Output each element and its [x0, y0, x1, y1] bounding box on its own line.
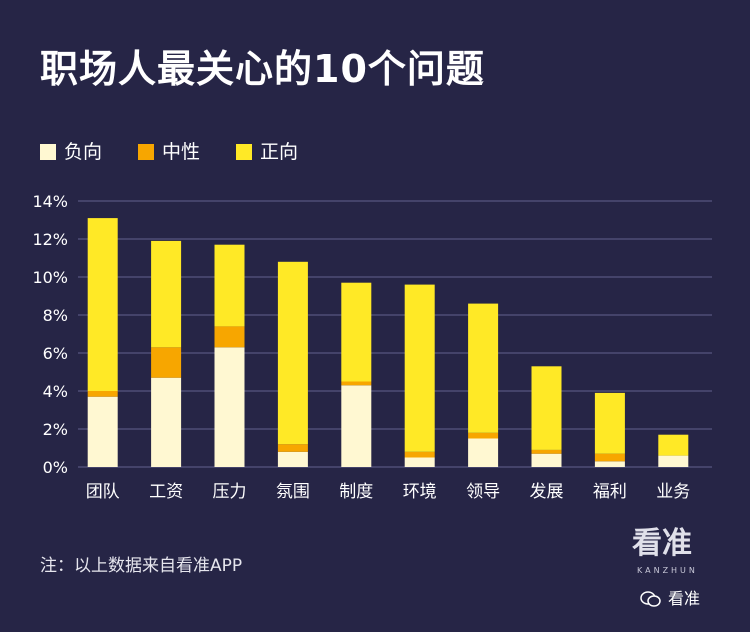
bar-segment-正向 — [594, 392, 625, 454]
legend-label: 正向 — [260, 141, 299, 163]
bar-segment-负向 — [404, 457, 435, 467]
bar-segment-正向 — [468, 303, 499, 433]
bar-segment-中性 — [214, 326, 245, 348]
bar-segment-正向 — [277, 261, 308, 445]
bar-segment-负向 — [277, 451, 308, 467]
bar-segment-负向 — [214, 347, 245, 467]
bar-segment-正向 — [658, 434, 689, 456]
y-tick-label: 2% — [43, 420, 68, 439]
bar-segment-负向 — [341, 385, 372, 467]
x-tick-label: 氛围 — [276, 482, 310, 502]
kanzhun-logo: 看准 — [632, 526, 692, 561]
x-tick-label: 业务 — [656, 482, 690, 502]
legend-label: 中性 — [162, 141, 201, 163]
bar-segment-负向 — [151, 377, 182, 467]
y-tick-label: 4% — [43, 382, 68, 401]
legend-swatch — [138, 144, 155, 160]
y-tick-label: 12% — [32, 230, 68, 249]
bar-segment-中性 — [151, 347, 182, 378]
source-note: 注：以上数据来自看准APP — [40, 556, 243, 576]
bar-segment-中性 — [468, 432, 499, 439]
bar-segment-中性 — [341, 381, 372, 386]
legend-swatch — [236, 144, 253, 160]
x-tick-label: 团队 — [86, 482, 120, 502]
legend-swatch — [40, 144, 56, 160]
bar-segment-负向 — [87, 396, 118, 467]
wechat-label: 看准 — [668, 589, 701, 608]
x-tick-label: 压力 — [213, 482, 247, 502]
bar-segment-正向 — [87, 218, 118, 391]
y-tick-label: 8% — [43, 306, 68, 325]
y-tick-label: 0% — [43, 458, 68, 477]
bar-segment-负向 — [468, 438, 499, 467]
x-tick-label: 环境 — [403, 482, 437, 502]
kanzhun-logo-sub: KANZHUN — [637, 566, 698, 575]
bar-segment-中性 — [531, 449, 562, 454]
x-tick-label: 工资 — [149, 482, 183, 502]
stacked-bar-chart: 0% 2% 4% 6% 8% 10% 12% 14% 团队 工资 压力 氛围 制度 环境 领导 发展 福利 业务 — [32, 192, 712, 502]
x-tick-label: 发展 — [530, 482, 564, 502]
bar-segment-负向 — [531, 453, 562, 467]
x-tick-label: 制度 — [339, 482, 373, 502]
bar-segment-正向 — [151, 240, 182, 348]
wechat-account: 看准 — [640, 588, 700, 610]
bar-segment-负向 — [658, 455, 689, 467]
chart-title: 职场人最关心的10个问题 — [40, 47, 485, 91]
bar-segment-正向 — [341, 282, 372, 382]
bar-segment-正向 — [214, 244, 245, 327]
y-tick-label: 6% — [43, 344, 68, 363]
legend-item: 正向 — [236, 140, 298, 164]
y-tick-label: 14% — [32, 192, 68, 211]
legend-item: 负向 — [40, 140, 102, 164]
bar-segment-负向 — [594, 461, 625, 467]
bar-segment-中性 — [594, 453, 625, 462]
legend-label: 负向 — [64, 141, 103, 163]
x-tick-label: 领导 — [466, 482, 500, 502]
wechat-icon — [640, 591, 661, 607]
legend: 负向 中性 正向 — [40, 140, 298, 164]
y-tick-label: 10% — [32, 268, 68, 287]
bar-segment-正向 — [531, 366, 562, 450]
bar-segment-中性 — [404, 451, 435, 458]
bar-segment-正向 — [404, 284, 435, 452]
bar-segment-中性 — [87, 391, 118, 397]
legend-item: 中性 — [138, 140, 200, 164]
bar-segment-中性 — [277, 444, 308, 452]
x-tick-label: 福利 — [593, 482, 627, 502]
